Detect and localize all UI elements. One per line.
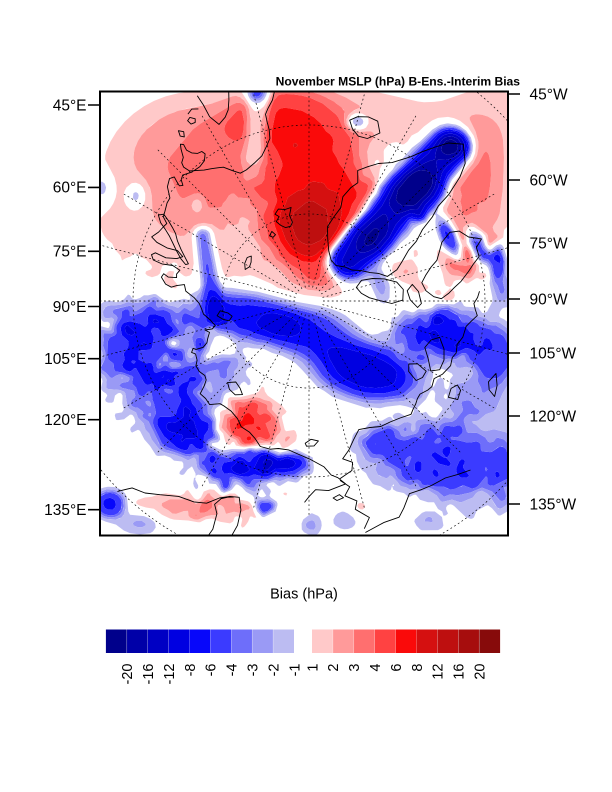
svg-text:-16: -16 <box>141 664 157 685</box>
svg-text:45°W: 45°W <box>530 86 568 103</box>
svg-text:November MSLP (hPa) B-Ens.-Int: November MSLP (hPa) B-Ens.-Interim Bias <box>276 75 521 89</box>
svg-text:90°E: 90°E <box>53 299 87 316</box>
svg-text:-1: -1 <box>287 664 303 677</box>
svg-text:2: 2 <box>326 664 342 672</box>
svg-text:60°E: 60°E <box>53 180 87 197</box>
svg-text:135°E: 135°E <box>44 502 86 519</box>
svg-text:105°E: 105°E <box>44 351 86 368</box>
svg-text:-12: -12 <box>162 664 178 685</box>
svg-text:16: 16 <box>452 664 468 680</box>
svg-text:-2: -2 <box>266 664 282 677</box>
svg-text:120°W: 120°W <box>530 408 577 425</box>
svg-text:90°W: 90°W <box>530 291 568 308</box>
svg-text:-6: -6 <box>204 664 220 677</box>
svg-text:-3: -3 <box>246 664 262 677</box>
svg-text:-8: -8 <box>183 664 199 677</box>
svg-text:-20: -20 <box>120 664 136 685</box>
svg-text:75°W: 75°W <box>530 235 568 252</box>
svg-text:75°E: 75°E <box>53 244 87 261</box>
svg-text:Bias (hPa): Bias (hPa) <box>270 587 338 603</box>
svg-text:12: 12 <box>431 664 447 680</box>
svg-text:8: 8 <box>410 664 426 672</box>
svg-text:105°W: 105°W <box>530 345 577 362</box>
svg-text:20: 20 <box>473 664 489 680</box>
svg-text:135°W: 135°W <box>530 496 577 513</box>
svg-text:6: 6 <box>389 664 405 672</box>
svg-text:60°W: 60°W <box>530 172 568 189</box>
svg-text:45°E: 45°E <box>53 97 87 114</box>
svg-text:-4: -4 <box>225 664 241 677</box>
svg-text:4: 4 <box>368 664 384 672</box>
svg-text:120°E: 120°E <box>44 412 86 429</box>
svg-text:1: 1 <box>305 664 321 672</box>
svg-text:3: 3 <box>347 664 363 672</box>
